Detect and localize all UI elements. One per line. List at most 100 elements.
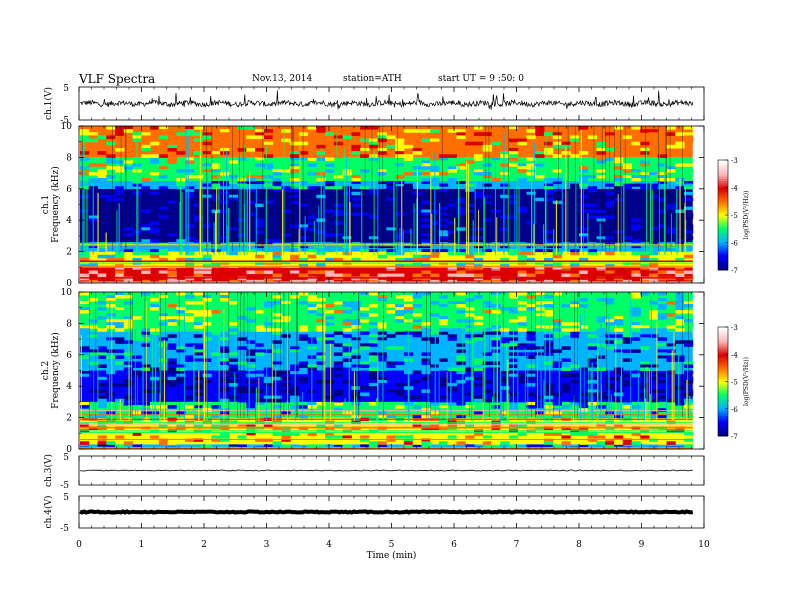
ch1-spectrogram-cell <box>80 224 90 228</box>
ch2-spectrogram-cell <box>106 322 116 326</box>
ch1-spectrogram-cell <box>465 126 475 130</box>
ch2-spectrogram-cell <box>535 319 545 323</box>
ch2-spectrogram-cell <box>605 364 615 368</box>
ch1-spectrogram-colorbar-cell <box>718 244 728 248</box>
ch2-spectrogram-cell <box>80 376 90 381</box>
ch2-spectrogram-cell <box>106 355 116 359</box>
ch2-spectrogram-cell <box>298 414 309 419</box>
ch2-spectrogram-cell <box>106 441 116 445</box>
ch2-spectrogram-cell <box>473 423 484 427</box>
ch2-spectrogram-cell <box>220 386 230 390</box>
ch2-spectrogram-cell <box>473 322 484 326</box>
ch2-spectrogram-cell <box>263 349 274 353</box>
ch1-spectrogram-cell <box>360 154 370 158</box>
ch2-spectrogram-cell <box>412 423 422 427</box>
ch1-trace <box>80 90 694 110</box>
ch1-spectrogram-cell <box>123 197 134 202</box>
ch2-spectrogram-cell <box>675 322 685 326</box>
ch1-spectrogram-cell <box>456 273 466 278</box>
ch2-spectrogram-cell <box>237 310 247 314</box>
ch1-spectrogram-cell <box>500 183 510 187</box>
ch2-spectrogram-cell <box>176 367 186 371</box>
ch1-spectrogram-cell <box>281 183 291 187</box>
ch1-spectrogram-cell <box>368 126 379 130</box>
ch2-spectrogram-cell <box>272 395 282 400</box>
ch2-spectrogram-cell <box>97 398 107 403</box>
ch1-spectrogram-cell <box>395 163 405 167</box>
ch1-spectrogram-cell <box>202 172 212 176</box>
ch1-spectrogram-cell <box>97 160 107 164</box>
ch1-spectrogram-cell <box>631 251 641 256</box>
ch1-spectrogram-cell <box>622 209 632 214</box>
ch2-spectrogram-cell <box>412 405 422 409</box>
ch1-spectrogram-cell <box>657 172 667 176</box>
ch1-spectrogram-cell <box>211 200 221 205</box>
ch2-spectrogram-cell <box>132 304 142 308</box>
ch2-spectrogram-cell <box>377 352 387 356</box>
ch1-spectrogram-cell <box>342 267 352 271</box>
ch2-spectrogram-cell <box>123 301 134 305</box>
ch1-spectrogram-cell <box>377 224 387 228</box>
ch2-spectrogram-cell <box>325 364 335 368</box>
ch2-spectrogram-cell <box>675 319 685 323</box>
ch2-spectrogram-cell <box>255 401 265 406</box>
ch2-spectrogram-cell <box>605 444 615 448</box>
ch2-spectrogram-cell <box>360 298 370 302</box>
ch1-spectrogram-cell <box>500 215 510 219</box>
ch1-spectrogram-cell <box>255 242 265 246</box>
ch2-spectrogram-cell <box>316 334 326 338</box>
ch2-spectrogram-cell <box>158 383 169 387</box>
ch2-spectrogram-cell <box>123 319 134 323</box>
ch1-spectrogram-cell <box>438 188 449 193</box>
ch2-spectrogram-cell <box>158 423 169 427</box>
ch1-spectrogram-cell <box>421 233 431 237</box>
ch1-spectrogram-cell <box>543 147 554 152</box>
ch2-spectrogram-cell <box>80 355 90 359</box>
ch1-spectrogram-cell <box>657 175 667 179</box>
xtick-label: 6 <box>451 540 457 550</box>
ch1-spectrogram-cell <box>395 212 405 216</box>
ch1-spectrogram-cell <box>395 206 405 211</box>
ch2-spectrogram-colorbar-cell <box>718 415 728 419</box>
ch2-spectrogram-cell <box>132 331 142 335</box>
ch1-spectrogram-cell <box>263 183 274 187</box>
ch1-spectrogram-cell <box>508 194 519 199</box>
ch1-spectrogram-cell <box>150 206 160 211</box>
ch2-spectrogram-cell <box>342 379 352 384</box>
ch1-spectrogram-cell <box>543 191 554 196</box>
xtick-label: 8 <box>576 540 582 550</box>
ch1-spectrogram-cell <box>500 147 510 152</box>
ch1-spectrogram-cell <box>395 154 405 158</box>
ch1-spectrogram-cell <box>482 144 492 149</box>
ch1-spectrogram-cell <box>456 242 466 246</box>
ch1-spectrogram-cell <box>185 236 195 240</box>
ch2-spectrogram-cell <box>543 325 554 329</box>
ch2-spectrogram-cell <box>675 301 685 305</box>
ch2-spectrogram-cell <box>80 301 90 305</box>
ch1-spectrogram-colorbar-cell <box>718 235 728 239</box>
ch1-spectrogram-cell <box>561 141 571 146</box>
ch2-spectrogram-cell <box>561 389 571 393</box>
ch1-spectrogram-cell <box>473 257 484 262</box>
ch2-spectrogram-cell <box>657 337 667 341</box>
ch1-spectrogram-cell <box>482 154 492 158</box>
ch1-spectrogram-cell <box>482 126 492 130</box>
ch1-spectrogram-cell <box>622 166 632 170</box>
ch2-spectrogram-cell <box>333 310 344 314</box>
ch2-spectrogram-cell <box>351 313 361 317</box>
ch1-spectrogram-cell <box>657 154 667 158</box>
ch1-spectrogram-cell <box>386 227 396 231</box>
ch2-spectrogram-cell <box>543 349 554 353</box>
ch1-spectrogram-cell <box>97 163 107 167</box>
ch2-spectrogram-cell <box>473 432 484 436</box>
ch2-spectrogram-cell <box>543 334 554 338</box>
ch1-spectrogram-cell <box>246 221 256 225</box>
ch1-spectrogram-colorbar-cell <box>718 221 728 225</box>
ch1-spectrogram-cell <box>640 151 650 155</box>
ch2-spectrogram-cell <box>106 301 116 305</box>
ch2-spectrogram-cell <box>491 349 501 353</box>
ch2-spectrogram-cell <box>228 301 239 305</box>
ch2-spectrogram-cell <box>657 301 667 305</box>
ch2-spectrogram-cell <box>570 383 580 387</box>
ch1-spectrogram-cell <box>290 200 300 205</box>
